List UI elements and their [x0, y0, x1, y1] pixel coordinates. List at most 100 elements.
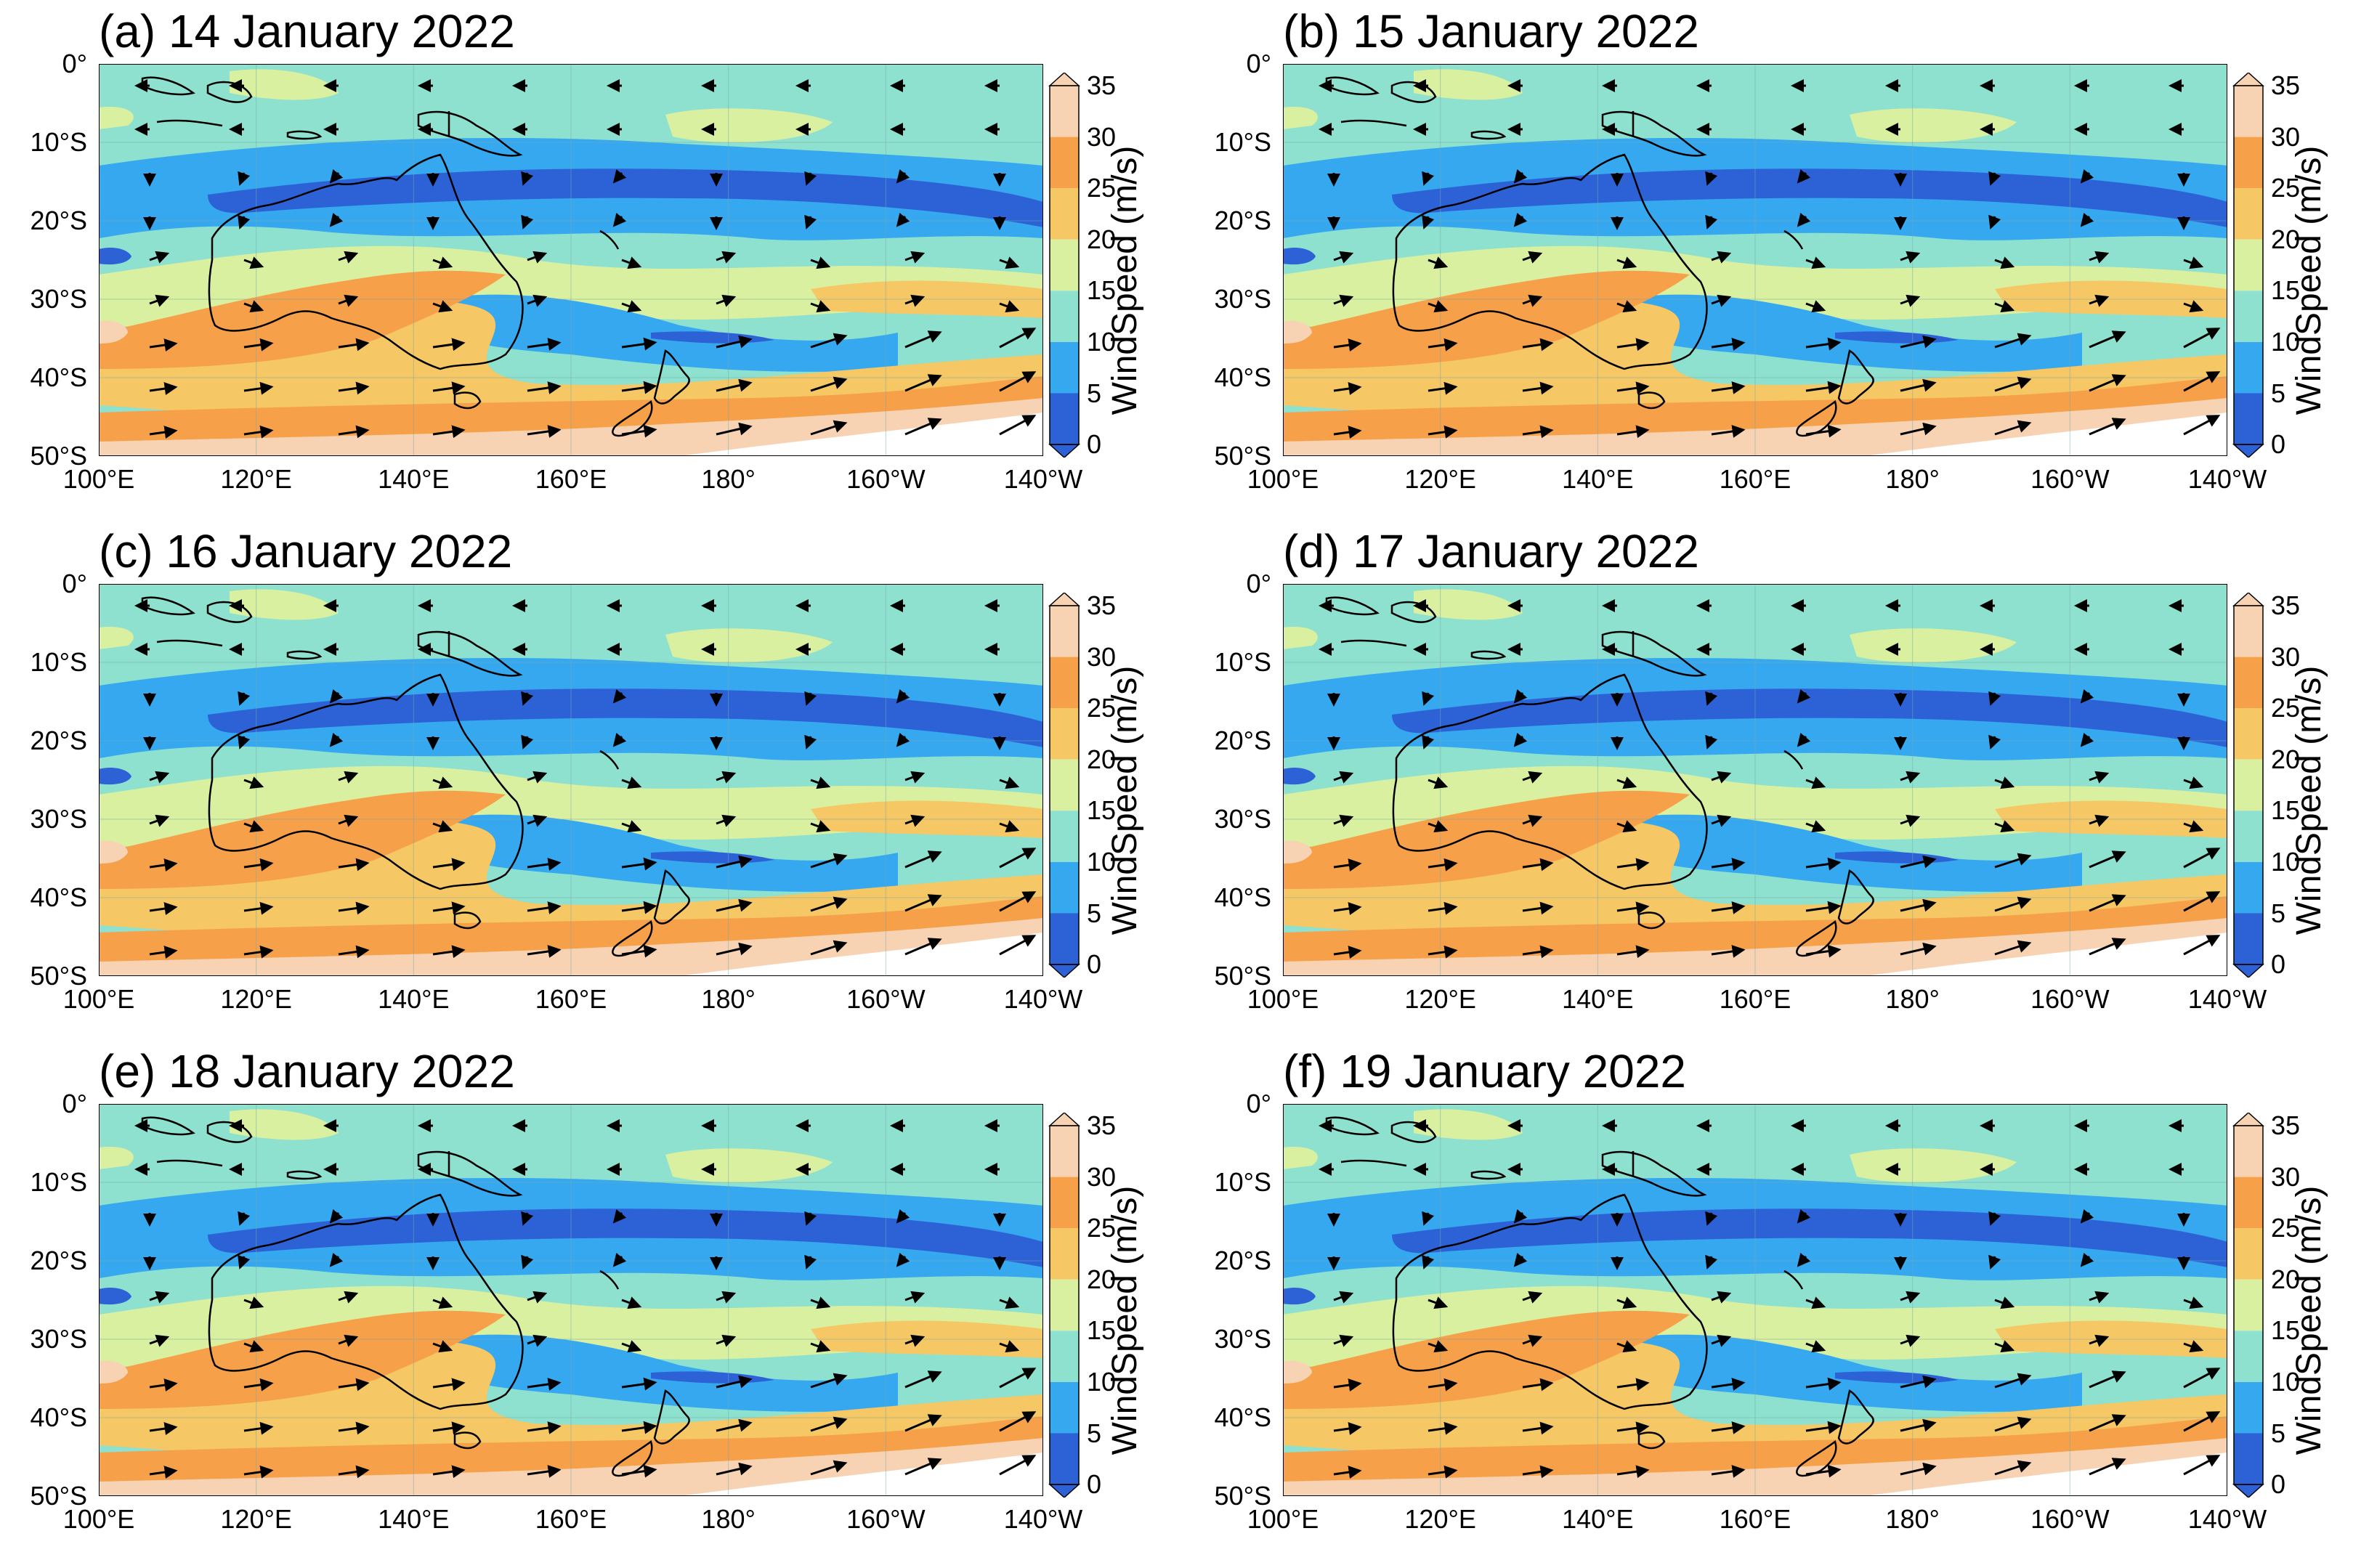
latitude-tick-label: 30°S — [30, 804, 87, 834]
latitude-tick-label: 50°S — [30, 961, 87, 991]
longitude-tick-label: 140°W — [2187, 464, 2267, 494]
colorbar-tick-label: 5 — [1087, 898, 1102, 928]
colorbar-tick-label: 10 — [1087, 847, 1117, 877]
longitude-tick-label: 160°W — [2030, 984, 2110, 1014]
latitude-tick-label: 30°S — [30, 284, 87, 314]
colorbar-tick-label: 15 — [2271, 795, 2301, 826]
map-panel: (f) 19 January 2022 0° 10°S 20°S 30°S 40°S 50°… — [1184, 1040, 2328, 1548]
colorbar-tick-label: 35 — [1087, 1110, 1117, 1140]
longitude-tick-label: 180° — [701, 464, 756, 494]
colorbar-tick-label: 30 — [2271, 641, 2301, 672]
longitude-tick-label: 120°E — [1404, 984, 1476, 1014]
longitude-tick-label: 120°E — [220, 984, 292, 1014]
colorbar-tick-label: 5 — [1087, 378, 1102, 408]
longitude-tick-label: 160°W — [2030, 464, 2110, 494]
longitude-tick-label: 180° — [701, 984, 756, 1014]
colorbar-tick-label: 0 — [1087, 949, 1102, 980]
panel-title: (e) 18 January 2022 — [99, 1045, 515, 1097]
colorbar — [2232, 1113, 2264, 1498]
latitude-tick-label: 20°S — [1214, 206, 1271, 235]
colorbar-tick-label: 35 — [1087, 70, 1117, 100]
latitude-tick-label: 10°S — [30, 1167, 87, 1197]
latitude-tick-label: 20°S — [1214, 726, 1271, 755]
colorbar-label: WindSpeed (m/s) — [2290, 145, 2328, 415]
latitude-tick-label: 50°S — [1214, 1481, 1271, 1511]
longitude-tick-label: 120°E — [220, 464, 292, 494]
longitude-tick-label: 160°W — [846, 464, 926, 494]
latitude-tick-label: 50°S — [1214, 441, 1271, 471]
longitude-tick-label: 120°E — [1404, 464, 1476, 494]
longitude-tick-label: 160°E — [535, 464, 607, 494]
panel-title: (a) 14 January 2022 — [99, 5, 515, 57]
map-panel: (d) 17 January 2022 0° 10°S 20°S 30°S 40°S 50°… — [1184, 520, 2328, 1028]
latitude-tick-label: 0° — [1246, 569, 1271, 598]
latitude-tick-label: 0° — [1246, 1089, 1271, 1118]
map-panel: (e) 18 January 2022 0° 10°S 20°S 30°S 40°S 50°… — [0, 1040, 1144, 1548]
colorbar-tick-label: 0 — [1087, 1469, 1102, 1500]
colorbar-tick-label: 0 — [2271, 1469, 2286, 1500]
panel-title: (f) 19 January 2022 — [1283, 1045, 1686, 1097]
latitude-tick-label: 10°S — [1214, 647, 1271, 677]
latitude-tick-label: 10°S — [1214, 1167, 1271, 1197]
longitude-tick-label: 140°W — [1003, 464, 1083, 494]
longitude-tick-label: 160°W — [846, 984, 926, 1014]
longitude-tick-label: 160°E — [535, 1504, 607, 1534]
latitude-tick-label: 20°S — [30, 1246, 87, 1275]
latitude-tick-label: 0° — [62, 569, 87, 598]
longitude-tick-label: 120°E — [220, 1504, 292, 1534]
colorbar-tick-label: 0 — [2271, 429, 2286, 460]
colorbar-tick-label: 10 — [2271, 847, 2301, 877]
colorbar-tick-label: 10 — [2271, 327, 2301, 357]
colorbar-label: WindSpeed (m/s) — [2290, 665, 2328, 935]
longitude-tick-label: 100°E — [1247, 1504, 1319, 1534]
longitude-tick-label: 140°E — [378, 984, 450, 1014]
longitude-tick-label: 180° — [1885, 464, 1940, 494]
colorbar-tick-label: 30 — [2271, 1161, 2301, 1192]
wind-speed-map — [1283, 64, 2227, 456]
colorbar-tick-label: 20 — [1087, 224, 1117, 254]
longitude-tick-label: 180° — [701, 1504, 756, 1534]
colorbar-label: WindSpeed (m/s) — [1106, 665, 1144, 935]
latitude-tick-label: 40°S — [1214, 362, 1271, 392]
colorbar-tick-label: 35 — [2271, 590, 2301, 620]
longitude-tick-label: 160°E — [1719, 1504, 1791, 1534]
longitude-tick-label: 140°W — [2187, 1504, 2267, 1534]
colorbar-tick-label: 5 — [2271, 378, 2286, 408]
colorbar-label: WindSpeed (m/s) — [1106, 145, 1144, 415]
colorbar-tick-label: 20 — [2271, 224, 2301, 254]
longitude-tick-label: 120°E — [1404, 1504, 1476, 1534]
latitude-tick-label: 40°S — [30, 882, 87, 912]
latitude-tick-label: 30°S — [1214, 1324, 1271, 1354]
colorbar-tick-label: 15 — [1087, 795, 1117, 826]
latitude-tick-label: 20°S — [30, 206, 87, 235]
colorbar-tick-label: 15 — [1087, 275, 1117, 306]
colorbar-tick-label: 10 — [1087, 327, 1117, 357]
colorbar-tick-label: 35 — [2271, 1110, 2301, 1140]
latitude-tick-label: 40°S — [1214, 882, 1271, 912]
colorbar — [1048, 1113, 1080, 1498]
latitude-tick-label: 10°S — [1214, 127, 1271, 157]
latitude-tick-label: 50°S — [1214, 961, 1271, 991]
wind-speed-map — [99, 1104, 1043, 1496]
longitude-tick-label: 160°W — [846, 1504, 926, 1534]
map-panel: (b) 15 January 2022 0° 10°S 20°S 30°S 40°S 50°… — [1184, 0, 2328, 508]
latitude-tick-label: 20°S — [30, 726, 87, 755]
latitude-tick-label: 0° — [62, 1089, 87, 1118]
latitude-tick-label: 10°S — [30, 647, 87, 677]
latitude-tick-label: 40°S — [30, 1402, 87, 1432]
colorbar-tick-label: 15 — [2271, 1315, 2301, 1346]
longitude-tick-label: 160°E — [1719, 984, 1791, 1014]
colorbar-tick-label: 30 — [2271, 121, 2301, 152]
colorbar-tick-label: 20 — [2271, 1264, 2301, 1294]
colorbar-tick-label: 10 — [1087, 1367, 1117, 1397]
colorbar-tick-label: 15 — [2271, 275, 2301, 306]
latitude-tick-label: 30°S — [1214, 804, 1271, 834]
panel-title: (c) 16 January 2022 — [99, 525, 513, 577]
colorbar — [1048, 593, 1080, 978]
colorbar-tick-label: 25 — [2271, 693, 2301, 723]
colorbar-tick-label: 30 — [1087, 1161, 1117, 1192]
latitude-tick-label: 50°S — [30, 441, 87, 471]
longitude-tick-label: 100°E — [1247, 984, 1319, 1014]
longitude-tick-label: 140°W — [1003, 984, 1083, 1014]
latitude-tick-label: 40°S — [1214, 1402, 1271, 1432]
